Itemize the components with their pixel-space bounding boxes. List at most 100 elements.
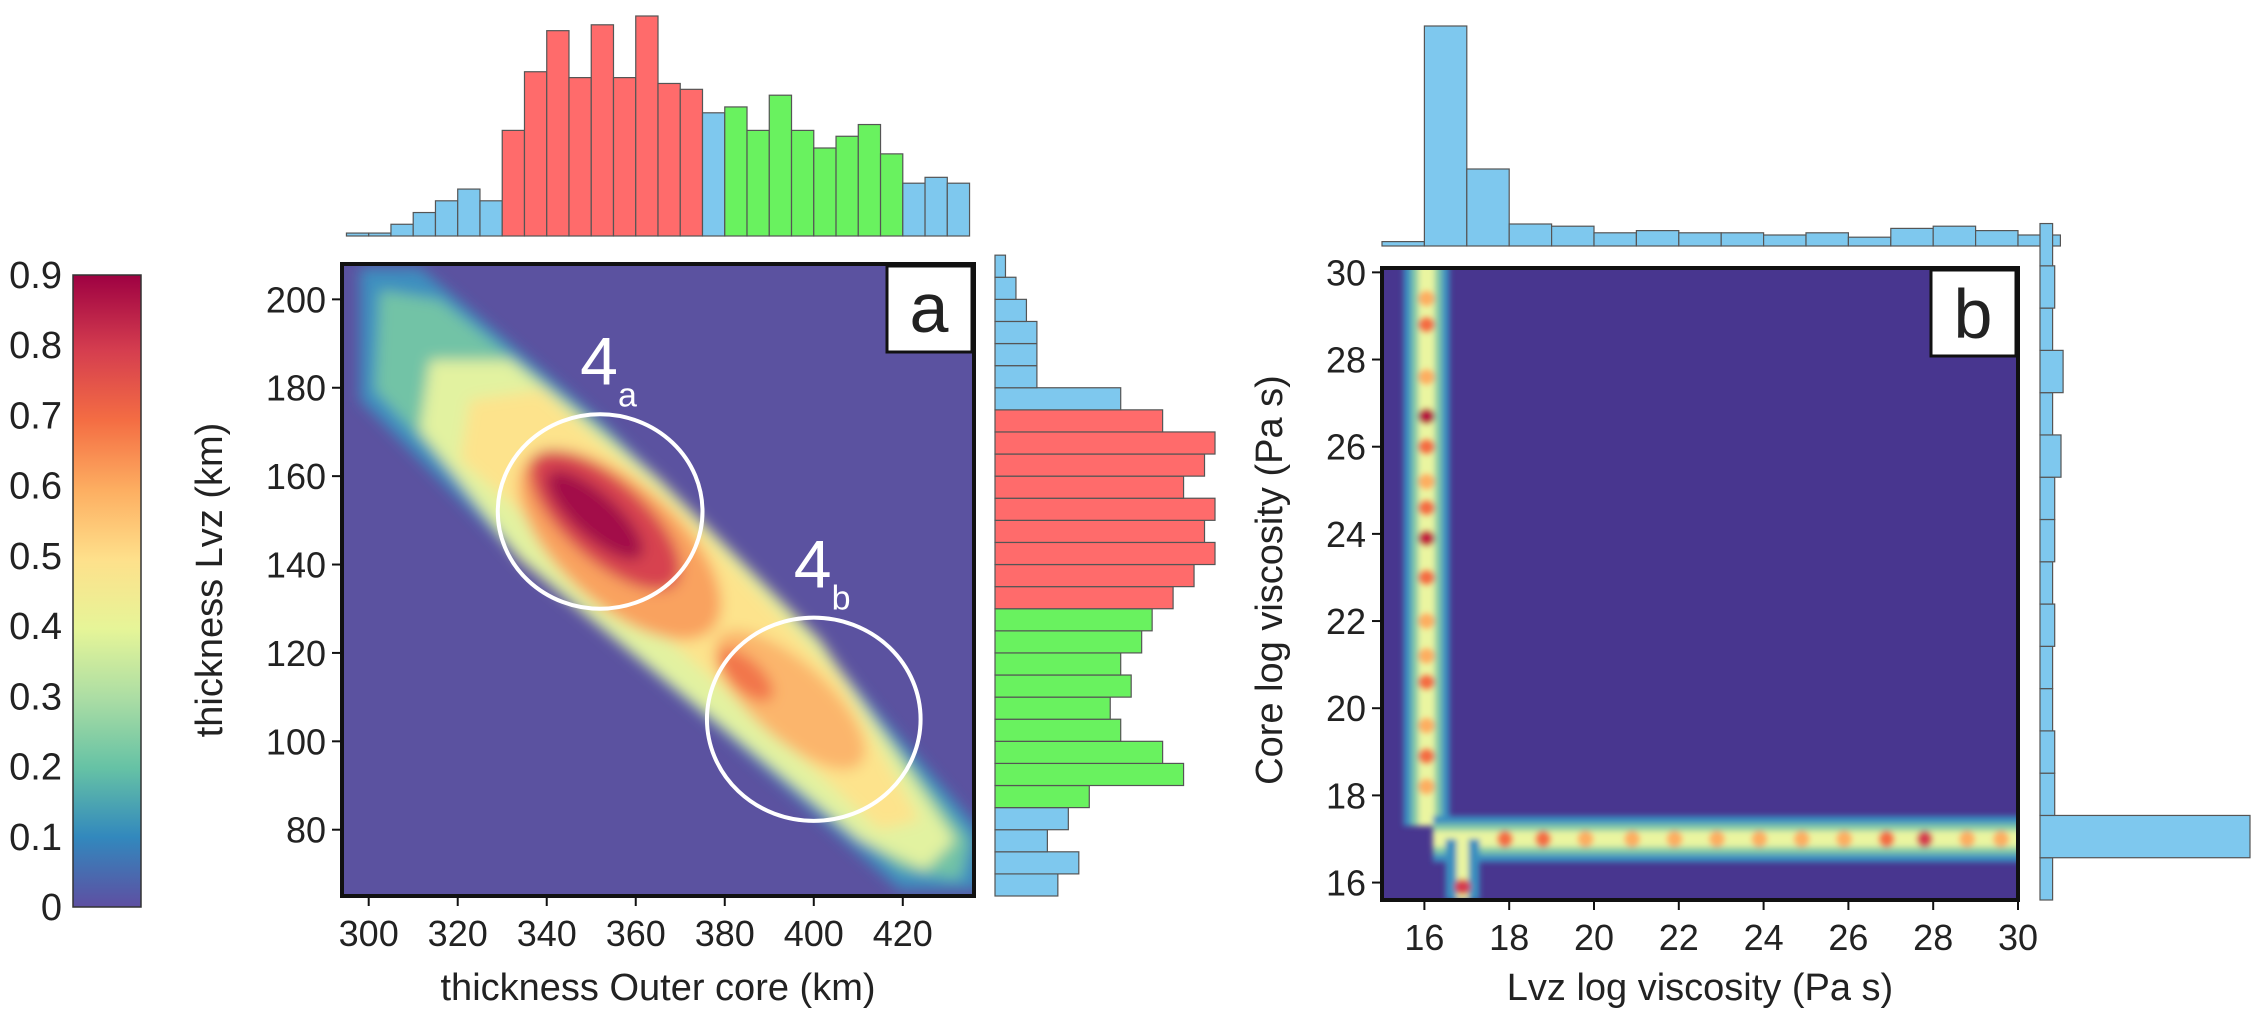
ridge-core-dark-red bbox=[546, 470, 644, 560]
horizontal-hotspot bbox=[1577, 830, 1594, 847]
y-tick-label: 18 bbox=[1326, 775, 1366, 816]
panel-a-density-ridge bbox=[360, 268, 974, 890]
x-tick-label: 420 bbox=[873, 913, 933, 954]
top-hist-bar bbox=[746, 129, 770, 237]
right-hist-bar bbox=[994, 762, 1185, 787]
right-hist-bar bbox=[2039, 265, 2056, 309]
x-tick-label: 24 bbox=[1744, 917, 1784, 958]
annotation-label: 4b bbox=[794, 527, 851, 618]
colorbar-tick-label: 0.2 bbox=[9, 747, 62, 789]
panel-a-label-background bbox=[885, 264, 974, 354]
panel-a-frame bbox=[340, 262, 976, 898]
corner-hotspot bbox=[1454, 878, 1471, 895]
right-hist-bar bbox=[994, 254, 1007, 278]
annotation-label: 4a bbox=[580, 323, 637, 414]
y-tick-label: 120 bbox=[266, 633, 326, 674]
right-hist-bar bbox=[994, 519, 1206, 544]
right-hist-bar bbox=[2039, 814, 2251, 859]
vertical-hotspot bbox=[1418, 647, 1435, 664]
right-hist-bar bbox=[994, 784, 1090, 809]
x-tick-label: 16 bbox=[1404, 917, 1444, 958]
x-tick-label: 320 bbox=[428, 913, 488, 954]
top-hist-bar bbox=[412, 211, 437, 237]
horizontal-hotspot bbox=[1535, 830, 1552, 847]
panel-b-background bbox=[1382, 268, 2018, 900]
right-hist-bar bbox=[994, 541, 1216, 566]
horizontal-hotspot bbox=[1708, 830, 1725, 847]
top-hist-bar bbox=[768, 94, 793, 237]
top-hist-bar bbox=[1890, 227, 1934, 247]
right-hist-bar bbox=[994, 563, 1195, 588]
right-hist-bar bbox=[994, 342, 1038, 367]
panel-a: 4a 4b a 300 320 340 360 380 400 420 80 100 120 140 1… bbox=[189, 15, 1216, 1009]
y-tick-label: 200 bbox=[266, 279, 326, 320]
right-hist-bar bbox=[2039, 688, 2054, 732]
top-hist-bar bbox=[523, 71, 548, 237]
top-hist-bar bbox=[590, 24, 615, 237]
panel-b-label-background bbox=[1929, 268, 2018, 358]
horizontal-hotspot bbox=[1993, 830, 2010, 847]
vertical-hotspot bbox=[1418, 778, 1435, 795]
right-hist-bar bbox=[2039, 349, 2064, 394]
right-hist-bar bbox=[2039, 518, 2056, 563]
right-hist-bar bbox=[994, 873, 1059, 897]
y-tick-label: 20 bbox=[1326, 688, 1366, 729]
ridge-core-red-b bbox=[716, 648, 774, 702]
panel-a-top-histogram bbox=[345, 15, 971, 237]
x-tick-label: 18 bbox=[1489, 917, 1529, 958]
right-hist-bar bbox=[994, 829, 1048, 853]
top-hist-bar bbox=[879, 153, 904, 237]
top-hist-bar bbox=[501, 129, 526, 237]
right-hist-bar bbox=[994, 475, 1185, 499]
top-hist-bar bbox=[813, 147, 837, 237]
panel-b-right-histogram bbox=[2039, 222, 2251, 901]
right-hist-bar bbox=[2039, 392, 2054, 436]
top-hist-bar bbox=[679, 88, 704, 237]
top-hist-bar bbox=[457, 188, 481, 237]
panel-b-frame bbox=[1380, 266, 2020, 902]
top-hist-bar bbox=[1720, 232, 1765, 247]
horizontal-hotspot bbox=[1836, 830, 1853, 847]
colorbar-tick-label: 0.1 bbox=[9, 817, 62, 859]
panel-b-xlabel: Lvz log viscosity (Pa s) bbox=[1507, 967, 1893, 1009]
panel-b-ylabel: Core log viscosity (Pa s) bbox=[1249, 375, 1291, 785]
colorbar-tick-labels: 0.9 0.8 0.7 0.6 0.5 0.4 0.3 0.2 0.1 0 bbox=[9, 255, 62, 929]
horizontal-hotspot bbox=[1496, 830, 1513, 847]
right-hist-bar bbox=[994, 740, 1164, 765]
colorbar-tick-label: 0.9 bbox=[9, 255, 62, 297]
top-hist-bar bbox=[946, 182, 971, 237]
right-hist-bar bbox=[2039, 772, 2056, 817]
y-tick-label: 30 bbox=[1326, 252, 1366, 293]
top-hist-bar bbox=[1847, 236, 1892, 247]
right-hist-bar bbox=[994, 298, 1028, 323]
top-hist-bar bbox=[1932, 225, 1977, 247]
colorbar-gradient bbox=[72, 274, 142, 908]
panel-a-right-histogram bbox=[994, 254, 1216, 897]
top-hist-bar bbox=[924, 176, 948, 237]
top-hist-bar bbox=[857, 123, 882, 237]
panel-b-axes: 16 18 20 22 24 26 28 30 16 18 20 22 24 26 28 30 bbox=[1326, 252, 2038, 958]
vertical-hotspot bbox=[1418, 290, 1435, 307]
right-hist-bar bbox=[994, 276, 1017, 300]
x-tick-label: 300 bbox=[339, 913, 399, 954]
x-tick-label: 22 bbox=[1659, 917, 1699, 958]
right-hist-bar bbox=[994, 320, 1038, 345]
right-hist-bar bbox=[2039, 645, 2054, 690]
top-hist-bar bbox=[1423, 25, 1468, 247]
x-tick-label: 360 bbox=[606, 913, 666, 954]
top-hist-bar bbox=[1508, 223, 1553, 247]
panel-a-label: a bbox=[910, 269, 949, 347]
top-hist-bar bbox=[1550, 225, 1595, 247]
right-hist-bar bbox=[2039, 857, 2054, 901]
colorbar-tick-label: 0.3 bbox=[9, 676, 62, 718]
panel-b: b 16 18 20 22 24 26 28 30 16 18 20 22 24 26 28 30 Lvz l… bbox=[1249, 25, 2251, 1009]
right-hist-bar bbox=[994, 608, 1153, 632]
horizontal-hotspot bbox=[1793, 830, 1810, 847]
colorbar-tick-label: 0.7 bbox=[9, 395, 62, 437]
right-hist-bar bbox=[994, 630, 1143, 654]
vertical-hotspot bbox=[1418, 717, 1435, 734]
y-tick-label: 28 bbox=[1326, 340, 1366, 381]
colorbar-tick-label: 0.4 bbox=[9, 606, 62, 648]
top-hist-bar bbox=[390, 223, 414, 237]
top-hist-bar bbox=[1974, 230, 2019, 247]
